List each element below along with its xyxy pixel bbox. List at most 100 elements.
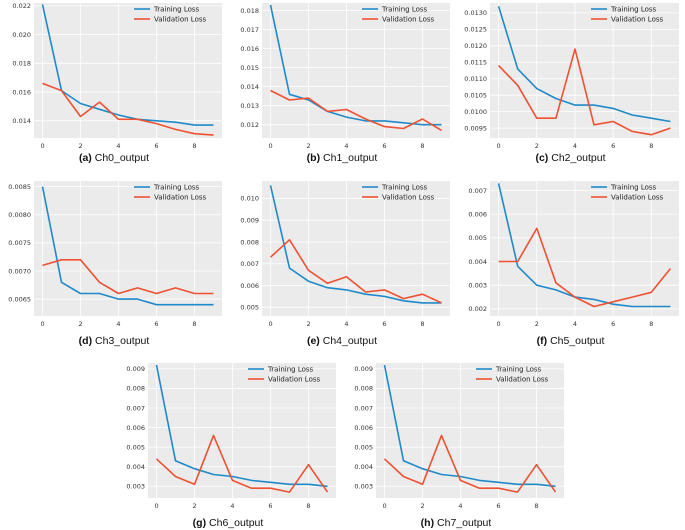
y-tick-label: 0.009 [126, 365, 145, 373]
training-loss-line [383, 364, 556, 488]
training-loss-line [497, 183, 671, 308]
legend-training-label: Training Loss [381, 183, 428, 191]
plot-area [376, 363, 564, 498]
y-tick-label: 0.0110 [464, 75, 487, 83]
y-tick-label: 0.007 [240, 260, 259, 268]
legend-validation-label: Validation Loss [382, 15, 434, 23]
y-tick-label: 0.0100 [464, 108, 487, 116]
x-tick-label: 2 [306, 142, 310, 150]
x-tick-label: 4 [116, 320, 120, 328]
panel-ch4: 0.005 0.006 0.007 0.008 0.009 0.010 0 2 4 6 8 Train… [228, 178, 456, 353]
panel-ch2: 0.0095 0.0100 0.0105 0.0110 0.0115 0.0120 0.01… [456, 0, 685, 175]
caption: (a) Ch0_output [78, 152, 150, 164]
chart-ch0: 0.014 0.016 0.018 0.020 0.022 0 2 4 6 8 Training L… [12, 2, 222, 150]
y-tick-label: 0.0105 [464, 91, 487, 99]
x-tick-label: 6 [154, 320, 158, 328]
y-tick-label: 0.0070 [8, 267, 31, 275]
x-tick-label: 6 [154, 142, 158, 150]
x-tick-label: 8 [192, 320, 196, 328]
x-tick-label: 2 [535, 142, 539, 150]
caption: (f) Ch5_output [536, 335, 605, 347]
y-tick-label: 0.018 [240, 7, 259, 15]
legend-validation-label: Validation Loss [154, 193, 206, 201]
legend-training-label: Training Loss [610, 183, 657, 191]
legend-training-label: Training Loss [381, 5, 428, 13]
y-tick-label: 0.0130 [464, 9, 487, 17]
validation-loss-line [270, 89, 442, 132]
chart-ch6: 0.003 0.004 0.005 0.006 0.007 0.008 0.009 0 2 4 6 8… [126, 363, 336, 510]
caption: (d) Ch3_output [78, 335, 150, 347]
y-tick-label: 0.007 [468, 187, 487, 195]
panel-ch5: 0.002 0.003 0.004 0.005 0.006 0.007 0 2 4 6 8 Train… [456, 178, 685, 353]
x-tick-label: 0 [268, 320, 272, 328]
y-tick-label: 0.0120 [464, 42, 487, 50]
y-tick-label: 0.010 [240, 195, 259, 203]
y-tick-label: 0.009 [354, 365, 373, 373]
y-tick-label: 0.0095 [464, 124, 487, 132]
legend-validation-label: Validation Loss [154, 15, 206, 23]
caption: (e) Ch4_output [306, 335, 378, 347]
x-tick-label: 0 [497, 320, 501, 328]
x-tick-label: 2 [306, 320, 310, 328]
validation-loss-line [498, 227, 672, 308]
plot-area [34, 181, 222, 316]
validation-loss-line [269, 238, 442, 304]
y-tick-label: 0.005 [126, 443, 145, 451]
y-tick-label: 0.006 [354, 424, 373, 432]
y-tick-label: 0.008 [240, 238, 259, 246]
y-tick-label: 0.004 [126, 463, 145, 471]
x-tick-label: 0 [154, 502, 158, 510]
y-tick-label: 0.0085 [8, 183, 31, 191]
x-tick-label: 8 [649, 320, 653, 328]
y-tick-label: 0.005 [240, 304, 259, 312]
training-loss-line [269, 185, 442, 304]
y-tick-label: 0.020 [12, 31, 31, 39]
panel-ch7: 0.003 0.004 0.005 0.006 0.007 0.008 0.009 0 2 4 6 8… [342, 360, 570, 530]
caption: (h) Ch7_output [420, 517, 492, 529]
plot-area [490, 3, 679, 138]
legend-validation-label: Validation Loss [382, 193, 434, 201]
y-tick-label: 0.0075 [8, 239, 31, 247]
y-tick-label: 0.017 [240, 26, 259, 34]
x-tick-label: 8 [420, 320, 424, 328]
y-tick-label: 0.007 [354, 404, 373, 412]
validation-loss-line [383, 434, 557, 493]
training-loss-line [155, 364, 328, 488]
plot-area [262, 3, 450, 138]
y-tick-label: 0.006 [468, 210, 487, 218]
validation-loss-line [155, 434, 329, 493]
chart-ch3: 0.0065 0.0070 0.0075 0.0080 0.0085 0 2 4 6 8 Train… [8, 181, 222, 328]
y-tick-label: 0.003 [468, 282, 487, 290]
y-tick-label: 0.003 [354, 483, 373, 491]
x-tick-label: 4 [458, 502, 462, 510]
y-tick-label: 0.007 [126, 404, 145, 412]
x-tick-label: 8 [534, 502, 538, 510]
legend-training-label: Training Loss [153, 183, 200, 191]
y-tick-label: 0.012 [240, 121, 259, 129]
x-tick-label: 0 [497, 142, 501, 150]
x-tick-label: 6 [382, 320, 386, 328]
y-tick-label: 0.0065 [8, 295, 31, 303]
plot-area [262, 181, 450, 316]
x-tick-label: 8 [420, 142, 424, 150]
legend-validation-label: Validation Loss [496, 375, 548, 383]
training-loss-line [497, 6, 671, 123]
y-tick-label: 0.022 [12, 2, 31, 10]
x-tick-label: 4 [344, 320, 348, 328]
x-tick-label: 6 [611, 142, 615, 150]
training-loss-line [41, 4, 214, 126]
legend-training-label: Training Loss [610, 5, 657, 13]
y-tick-label: 0.014 [240, 83, 259, 91]
panel-ch1: 0.012 0.013 0.014 0.015 0.016 0.017 0.018 0 2 4 6 8… [228, 0, 456, 175]
legend-validation-label: Validation Loss [268, 375, 320, 383]
y-tick-label: 0.006 [126, 424, 145, 432]
y-tick-label: 0.016 [240, 45, 259, 53]
y-tick-label: 0.006 [240, 282, 259, 290]
y-tick-label: 0.005 [468, 234, 487, 242]
x-tick-label: 2 [192, 502, 196, 510]
y-tick-label: 0.013 [240, 102, 259, 110]
y-tick-label: 0.0115 [464, 59, 487, 67]
y-tick-label: 0.015 [240, 64, 259, 72]
validation-loss-line [42, 259, 214, 295]
